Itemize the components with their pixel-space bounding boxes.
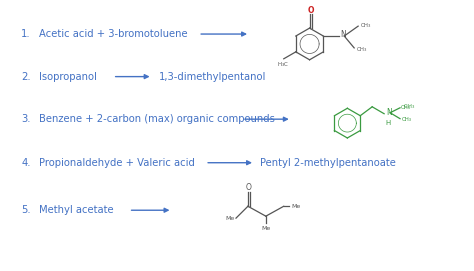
Text: 5.: 5.: [21, 205, 31, 215]
Text: Me: Me: [261, 225, 271, 231]
Text: Pentyl 2-methylpentanoate: Pentyl 2-methylpentanoate: [260, 158, 396, 168]
Text: 1.: 1.: [21, 29, 31, 39]
Text: CH$_3$: CH$_3$: [360, 21, 372, 30]
Text: Methyl acetate: Methyl acetate: [39, 205, 114, 215]
Text: O: O: [246, 183, 252, 192]
Text: CH$_3$: CH$_3$: [356, 46, 368, 54]
Text: Acetic acid + 3-bromotoluene: Acetic acid + 3-bromotoluene: [39, 29, 188, 39]
Text: O: O: [307, 6, 314, 15]
Text: Propionaldehyde + Valeric acid: Propionaldehyde + Valeric acid: [39, 158, 195, 168]
Text: 3.: 3.: [21, 114, 31, 124]
Text: 4.: 4.: [21, 158, 31, 168]
Text: 2.: 2.: [21, 72, 31, 82]
Text: H$_3$C: H$_3$C: [277, 60, 289, 69]
Text: N: N: [386, 108, 392, 117]
Text: Me: Me: [226, 216, 235, 221]
Text: H: H: [385, 120, 391, 126]
Text: Benzene + 2-carbon (max) organic compounds: Benzene + 2-carbon (max) organic compoun…: [39, 114, 275, 124]
Text: CH₃: CH₃: [401, 105, 411, 110]
Text: N: N: [340, 30, 346, 38]
Text: Isopropanol: Isopropanol: [39, 72, 97, 82]
Text: CH₃: CH₃: [402, 117, 412, 122]
Text: 1,3-dimethylpentanol: 1,3-dimethylpentanol: [158, 72, 266, 82]
Text: $\mathregular{\ }$CH$_3$: $\mathregular{\ }$CH$_3$: [402, 102, 416, 111]
Text: Me: Me: [292, 204, 301, 209]
